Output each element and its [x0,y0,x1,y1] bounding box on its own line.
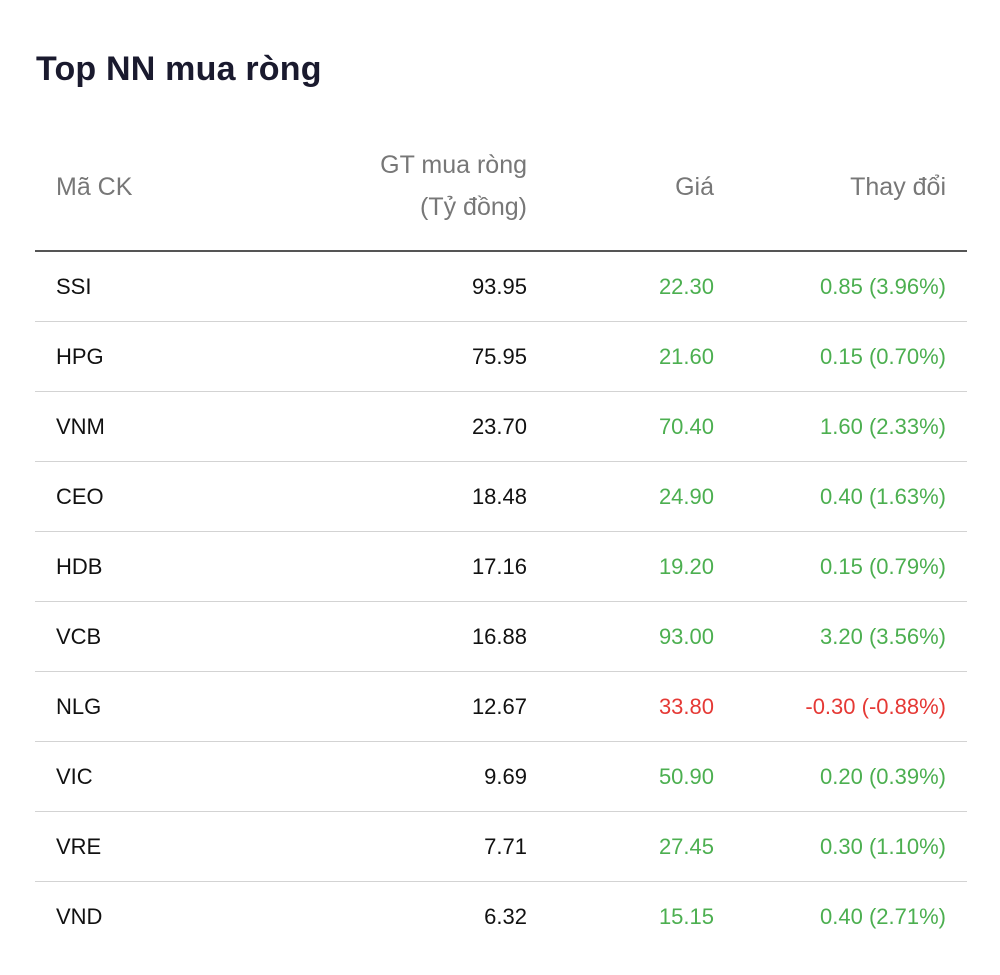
table-header: Mã CK GT mua ròng (Tỷ đồng) Giá Thay đổi [35,140,967,252]
widget-title: Top NN mua ròng [36,50,322,88]
column-header-price: Giá [675,173,714,201]
price-change: 0.20 (0.39%) [820,764,946,789]
net-buy-value: 75.95 [471,344,527,369]
table-row[interactable]: HPG 75.95 21.60 0.15 (0.70%) [35,322,967,392]
table-row[interactable]: CEO 18.48 24.90 0.40 (1.63%) [35,462,967,532]
table-row[interactable]: VNM 23.70 70.40 1.60 (2.33%) [35,392,967,462]
stock-code: SSI [56,274,92,299]
column-header-net-value-line2: (Tỷ đồng) [420,193,527,221]
column-header-change: Thay đổi [850,173,946,201]
table-row[interactable]: NLG 12.67 33.80 -0.30 (-0.88%) [35,672,967,742]
table-body: SSI 93.95 22.30 0.85 (3.96%) HPG 75.95 21.60 0.… [35,252,967,951]
net-buy-value: 17.16 [471,554,527,579]
table-row[interactable]: VND 6.32 15.15 0.40 (2.71%) [35,882,967,951]
net-buy-table: Mã CK GT mua ròng (Tỷ đồng) Giá Thay đổi… [35,140,967,951]
stock-code: VRE [56,834,102,859]
net-buy-value: 6.32 [484,904,527,929]
table-row[interactable]: VCB 16.88 93.00 3.20 (3.56%) [35,602,967,672]
net-buy-value: 18.48 [471,484,527,509]
stock-code: CEO [56,484,104,509]
price-change: 0.15 (0.79%) [820,554,946,579]
net-buy-value: 23.70 [471,414,527,439]
net-buy-value: 12.67 [471,694,527,719]
price-value: 24.90 [658,484,714,509]
stock-code: VNM [56,414,105,439]
price-change: 3.20 (3.56%) [820,624,946,649]
stock-code: VND [56,904,103,929]
price-value: 50.90 [658,764,714,789]
price-value: 22.30 [658,274,714,299]
price-change: 0.40 (1.63%) [820,484,946,509]
price-change: 0.40 (2.71%) [820,904,946,929]
table-row[interactable]: HDB 17.16 19.20 0.15 (0.79%) [35,532,967,602]
price-value: 93.00 [658,624,714,649]
price-value: 33.80 [658,694,714,719]
stock-code: NLG [56,694,102,719]
net-buy-value: 93.95 [471,274,527,299]
stock-code: HPG [56,344,104,369]
net-buy-value: 9.69 [484,764,527,789]
net-buy-value: 7.71 [484,834,527,859]
price-change: 0.15 (0.70%) [820,344,946,369]
table-row[interactable]: VIC 9.69 50.90 0.20 (0.39%) [35,742,967,812]
price-change: 0.85 (3.96%) [820,274,946,299]
price-change: 1.60 (2.33%) [820,414,946,439]
price-value: 70.40 [658,414,714,439]
price-change: 0.30 (1.10%) [820,834,946,859]
table-row[interactable]: VRE 7.71 27.45 0.30 (1.10%) [35,812,967,882]
price-value: 21.60 [658,344,714,369]
price-value: 15.15 [658,904,714,929]
column-header-net-value: GT mua ròng (Tỷ đồng) [380,144,527,228]
price-value: 19.20 [658,554,714,579]
stock-code: VCB [56,624,102,649]
column-header-net-value-line1: GT mua ròng [380,151,527,179]
price-change: -0.30 (-0.88%) [805,694,946,719]
stock-code: HDB [56,554,103,579]
table-row[interactable]: SSI 93.95 22.30 0.85 (3.96%) [35,252,967,322]
stock-code: VIC [56,764,93,789]
column-header-code: Mã CK [56,173,133,201]
net-buy-value: 16.88 [471,624,527,649]
price-value: 27.45 [658,834,714,859]
